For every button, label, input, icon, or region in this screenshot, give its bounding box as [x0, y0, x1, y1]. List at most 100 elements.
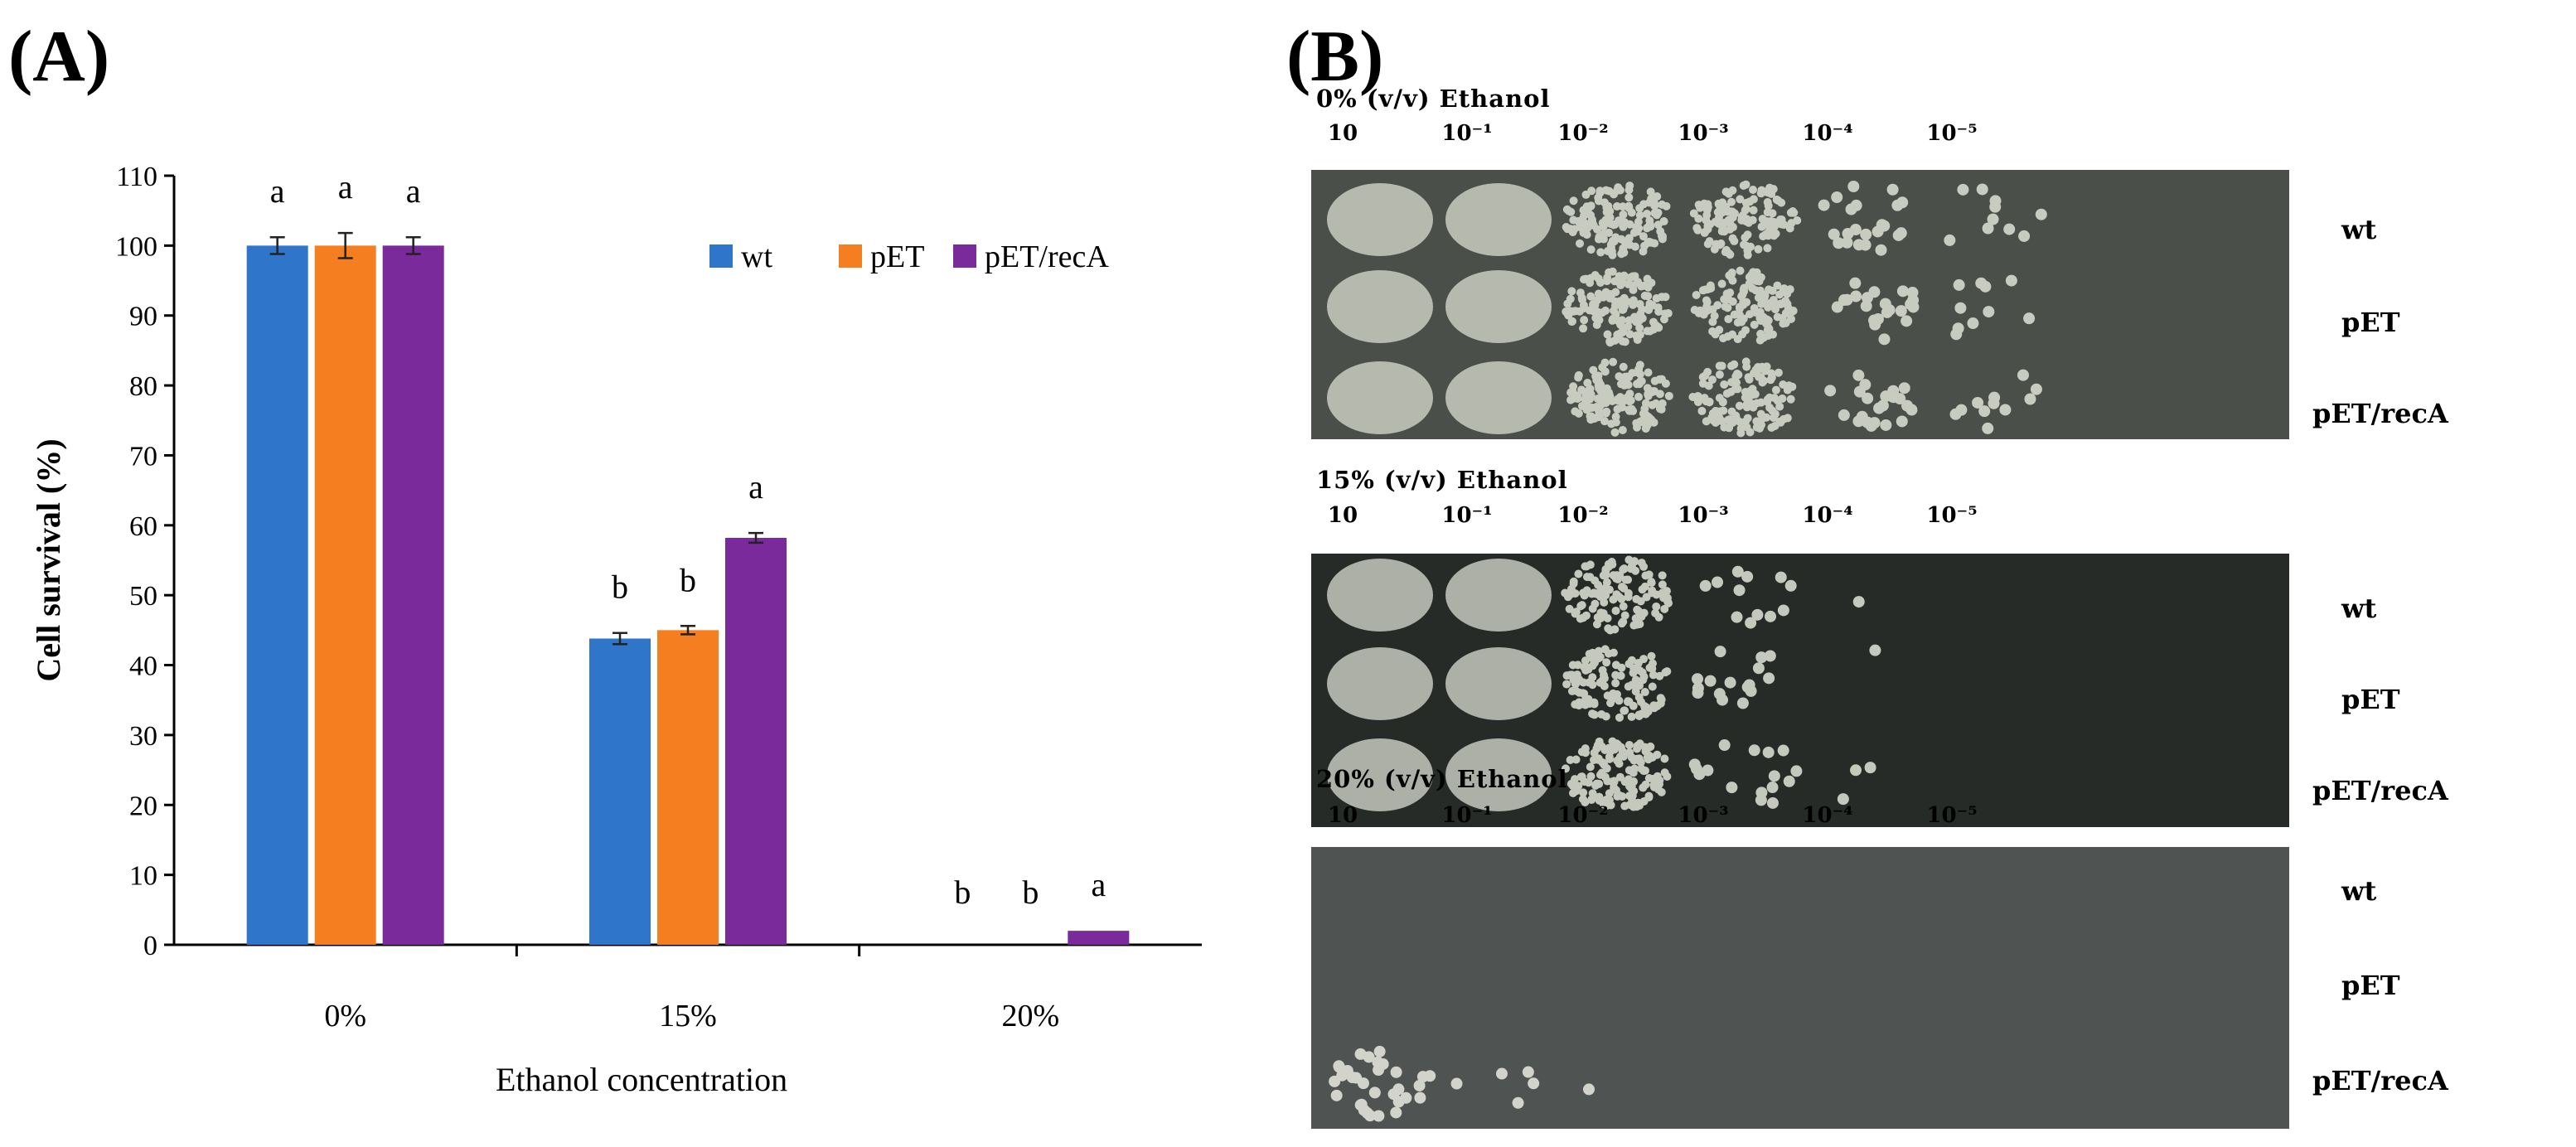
colony [1978, 405, 1991, 418]
colony [1741, 570, 1754, 583]
colony [1645, 663, 1654, 672]
colony [1772, 195, 1781, 204]
colony [1739, 181, 1748, 190]
y-tick-label: 90 [129, 302, 157, 332]
colony [1614, 183, 1623, 192]
colony [1592, 375, 1601, 385]
colony [1653, 192, 1662, 201]
colony [1576, 239, 1585, 248]
bar-wt [589, 638, 651, 945]
colony [1625, 330, 1634, 339]
colony [1368, 1087, 1381, 1099]
colony [1562, 680, 1571, 689]
colony [1762, 746, 1775, 758]
colony [1627, 712, 1636, 721]
colony [1661, 668, 1670, 677]
colony [1644, 283, 1653, 292]
colony [1708, 409, 1717, 418]
colony [1764, 323, 1773, 332]
colony [1561, 588, 1570, 598]
colony [1586, 394, 1595, 404]
colony [1631, 317, 1640, 326]
colony [1582, 230, 1591, 240]
colony [1629, 296, 1638, 305]
colony [1581, 694, 1591, 704]
colony [1581, 665, 1591, 675]
colony [1850, 764, 1862, 777]
colony [1609, 689, 1618, 698]
colony [1715, 370, 1724, 380]
dilution-label: 10⁻¹ [1441, 503, 1493, 528]
colony [1841, 293, 1853, 306]
colony [1788, 307, 1797, 316]
colony [1895, 305, 1907, 317]
colony [1708, 327, 1717, 336]
colony [1886, 183, 1899, 196]
colony [1663, 772, 1672, 781]
colony [1718, 198, 1727, 207]
colony [1635, 323, 1644, 332]
colony [1658, 571, 1667, 580]
strain-label: wt [2341, 214, 2377, 245]
colony [1719, 334, 1728, 343]
colony [1715, 240, 1724, 249]
colony [1606, 801, 1615, 810]
colony [1588, 661, 1597, 670]
colony [1598, 394, 1607, 404]
colony [1644, 751, 1654, 760]
colony [1580, 316, 1589, 325]
colony [1625, 316, 1634, 325]
colony [1644, 368, 1653, 377]
colony [1578, 215, 1587, 224]
significance-letter: a [338, 168, 353, 206]
colony [1646, 187, 1655, 196]
colony [1605, 388, 1614, 397]
colony [1610, 428, 1620, 437]
colony [1588, 673, 1597, 682]
colony [1987, 213, 1999, 225]
colony [1650, 201, 1659, 211]
dilution-label: 10⁻³ [1678, 803, 1729, 828]
colony [1895, 227, 1907, 240]
colony [1660, 754, 1669, 763]
colony [1579, 588, 1588, 598]
colony [1600, 367, 1610, 376]
colony [1777, 744, 1789, 757]
dilution-label: 10⁻³ [1678, 121, 1729, 146]
colony [1567, 686, 1576, 695]
strain-label: pET [2341, 970, 2400, 1001]
colony [1624, 697, 1633, 706]
colony [2030, 383, 2042, 395]
y-tick-label: 10 [129, 861, 157, 892]
colony [1581, 700, 1590, 709]
colony [1583, 379, 1592, 388]
colony [1619, 375, 1628, 385]
colony [1715, 361, 1724, 370]
colony [1579, 324, 1588, 333]
colony [1750, 303, 1759, 312]
colony [1640, 688, 1649, 697]
colony [1604, 201, 1613, 211]
colony [1619, 244, 1628, 253]
colony [1865, 419, 1877, 432]
colony [1640, 582, 1649, 591]
colony [1593, 225, 1602, 234]
colony [1736, 423, 1746, 433]
dilution-label: 10⁻² [1557, 503, 1609, 528]
colony [1789, 208, 1799, 217]
colony [1736, 266, 1745, 275]
colony [1645, 220, 1654, 230]
colony [1755, 651, 1768, 664]
colony [1363, 1051, 1375, 1063]
colony [1739, 314, 1748, 323]
colony [1612, 202, 1621, 211]
colony [1654, 612, 1663, 622]
colony [1637, 612, 1646, 622]
colony [1718, 739, 1731, 752]
colony [1833, 237, 1845, 249]
colony [1619, 362, 1628, 371]
colony [1770, 421, 1779, 430]
colony [1625, 766, 1634, 775]
colony [1847, 181, 1860, 193]
colony [1619, 565, 1628, 574]
